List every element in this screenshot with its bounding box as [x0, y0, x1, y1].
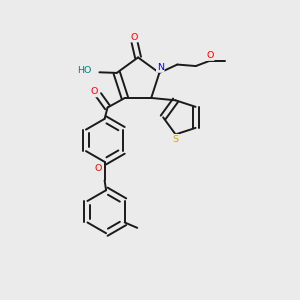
Text: O: O	[91, 88, 98, 97]
Text: O: O	[131, 33, 138, 42]
Text: O: O	[206, 51, 214, 60]
Text: S: S	[172, 135, 178, 144]
Text: N: N	[157, 63, 164, 72]
Text: HO: HO	[78, 66, 92, 75]
Text: O: O	[94, 164, 102, 173]
